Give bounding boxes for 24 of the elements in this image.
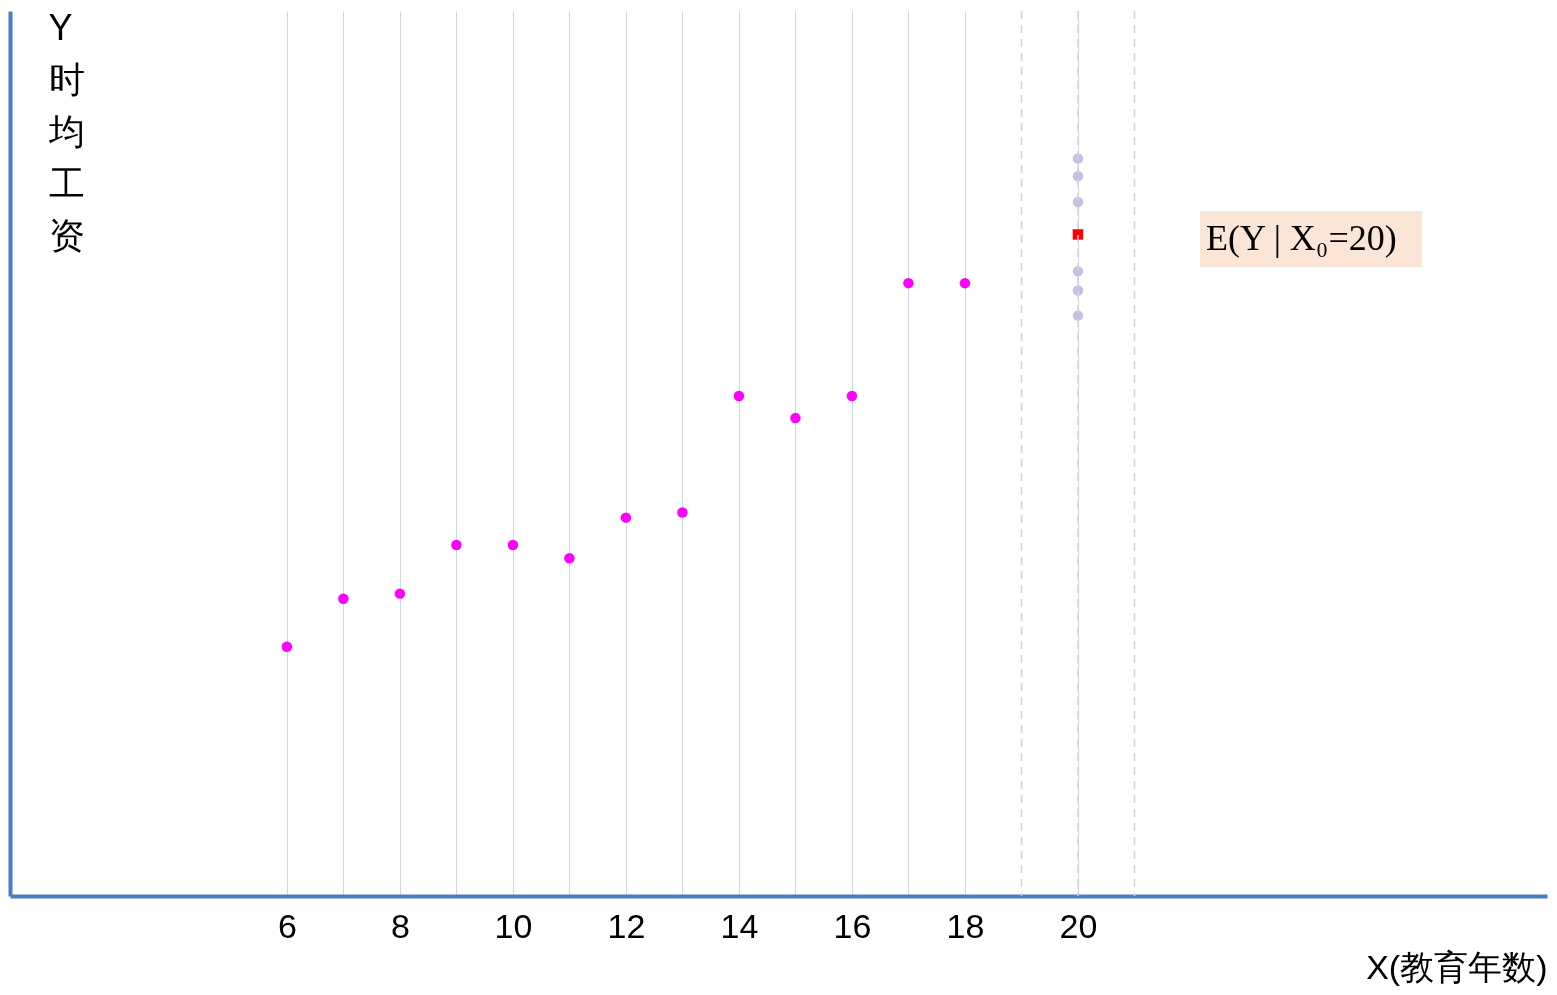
y-axis-title: Y 时均工资 — [47, 6, 85, 256]
point — [564, 552, 575, 564]
point — [790, 412, 801, 424]
point — [620, 512, 632, 523]
x-tick-label: 18 — [946, 906, 985, 945]
point — [677, 507, 688, 518]
point — [451, 539, 462, 551]
x-tick-label: 14 — [720, 906, 759, 945]
x-tick-label: 8 — [390, 906, 410, 945]
x-axis-title: X(教育年数) — [1366, 947, 1548, 986]
point — [846, 390, 858, 402]
annotation: E(Y | X₀=20) — [1206, 218, 1397, 258]
point — [394, 588, 406, 599]
point — [507, 539, 519, 551]
point — [733, 390, 745, 402]
point — [959, 277, 971, 289]
point — [903, 277, 914, 289]
x-tick-label: 20 — [1059, 906, 1098, 945]
x-tick-label: 16 — [833, 906, 872, 945]
point — [281, 641, 293, 652]
x-tick-label: 6 — [277, 906, 297, 945]
x-tick-label: 12 — [607, 906, 646, 945]
x-tick-label: 10 — [494, 906, 533, 945]
point — [338, 593, 349, 605]
